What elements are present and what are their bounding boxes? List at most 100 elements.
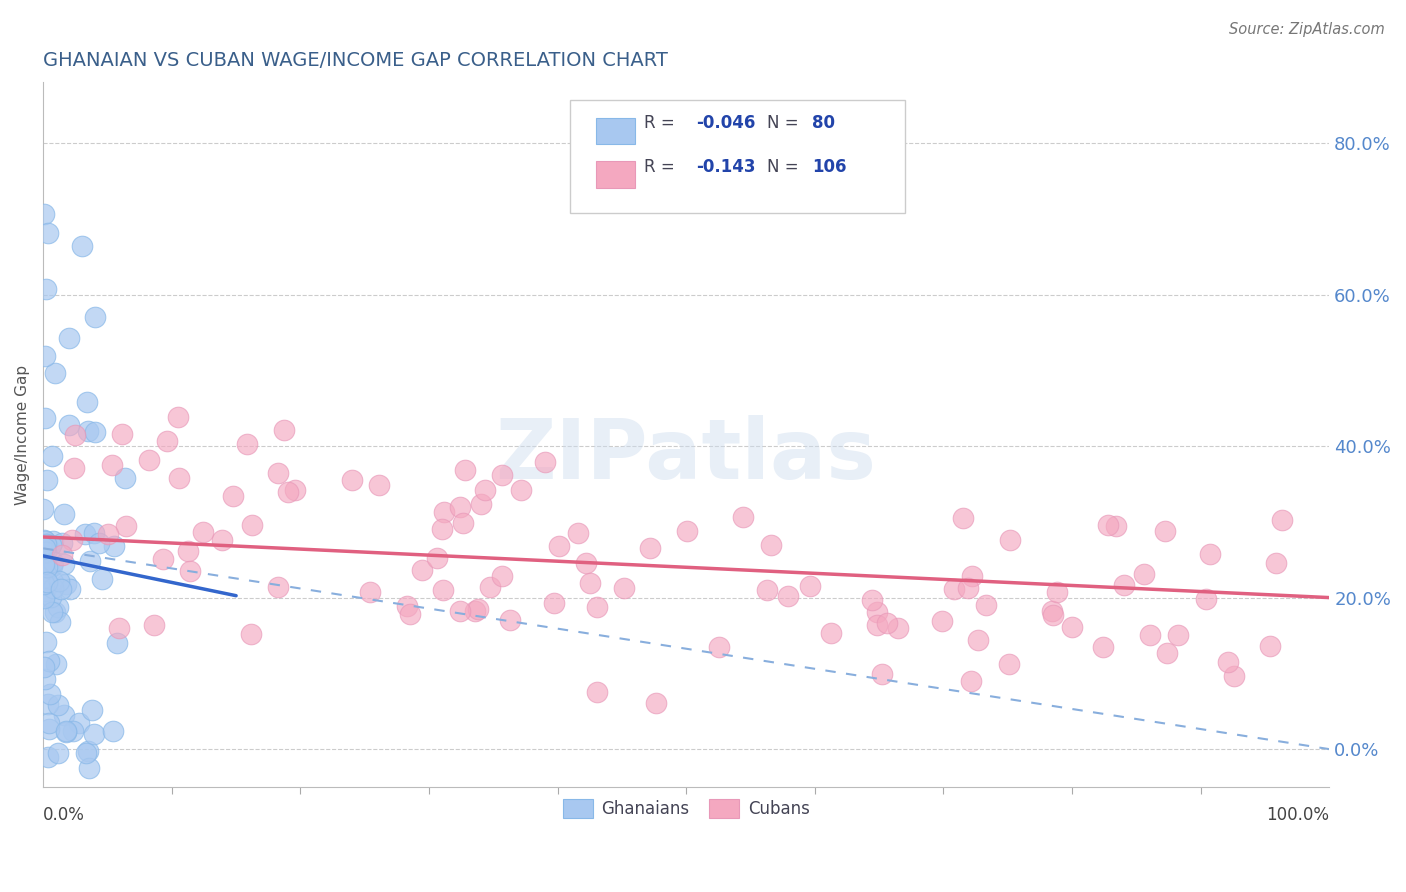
Point bbox=[453, 516, 475, 531]
Point bbox=[931, 614, 953, 628]
Point bbox=[58, 418, 80, 433]
Point bbox=[450, 604, 472, 618]
Point bbox=[83, 727, 105, 741]
Point bbox=[97, 527, 120, 541]
Point bbox=[1105, 519, 1128, 533]
Point bbox=[41, 605, 63, 619]
Point bbox=[83, 526, 105, 541]
Point bbox=[1091, 640, 1114, 654]
Point bbox=[870, 667, 893, 681]
Point bbox=[32, 207, 55, 221]
Point bbox=[974, 598, 997, 612]
Point bbox=[143, 617, 166, 632]
Point bbox=[586, 685, 609, 699]
Point bbox=[44, 366, 66, 380]
Point bbox=[32, 558, 55, 572]
Point bbox=[575, 556, 598, 570]
Point bbox=[34, 411, 56, 425]
Point bbox=[76, 744, 98, 758]
Point bbox=[579, 575, 602, 590]
Point bbox=[547, 539, 569, 553]
Point bbox=[167, 470, 190, 484]
Point bbox=[1199, 547, 1222, 561]
Point bbox=[84, 310, 107, 325]
Point bbox=[91, 572, 114, 586]
Point bbox=[676, 524, 699, 538]
Point bbox=[273, 423, 295, 437]
Point bbox=[34, 349, 56, 363]
Point bbox=[73, 527, 96, 541]
FancyBboxPatch shape bbox=[571, 100, 905, 212]
Point bbox=[55, 725, 77, 739]
Text: N =: N = bbox=[768, 114, 804, 132]
Point bbox=[46, 698, 69, 712]
Point bbox=[432, 583, 454, 598]
Point bbox=[510, 483, 533, 498]
Point bbox=[108, 620, 131, 634]
Point bbox=[111, 427, 134, 442]
Point bbox=[433, 505, 456, 519]
Point bbox=[1133, 566, 1156, 581]
Text: N =: N = bbox=[768, 158, 804, 176]
Point bbox=[103, 539, 125, 553]
Point bbox=[42, 555, 65, 569]
Point bbox=[998, 533, 1021, 547]
Point bbox=[1114, 577, 1136, 591]
Point bbox=[191, 524, 214, 539]
Point bbox=[474, 483, 496, 498]
Point bbox=[49, 615, 72, 630]
Point bbox=[37, 226, 59, 240]
Point bbox=[46, 747, 69, 761]
Point bbox=[179, 564, 201, 578]
Point bbox=[613, 581, 636, 595]
Text: 106: 106 bbox=[813, 158, 846, 176]
Point bbox=[32, 559, 55, 574]
Point bbox=[55, 723, 77, 738]
Point bbox=[1195, 591, 1218, 606]
Point bbox=[138, 452, 160, 467]
Point bbox=[167, 409, 190, 424]
Text: Source: ZipAtlas.com: Source: ZipAtlas.com bbox=[1229, 22, 1385, 37]
Point bbox=[340, 473, 363, 487]
Point bbox=[76, 425, 98, 439]
Point bbox=[155, 434, 177, 449]
Point bbox=[42, 534, 65, 549]
Point bbox=[79, 553, 101, 567]
Point bbox=[52, 557, 75, 571]
Point bbox=[454, 463, 477, 477]
Point bbox=[101, 458, 124, 472]
Point bbox=[176, 544, 198, 558]
Point bbox=[464, 605, 486, 619]
Point bbox=[239, 626, 262, 640]
Point bbox=[38, 560, 60, 574]
Point bbox=[63, 428, 86, 442]
Point bbox=[34, 583, 56, 598]
Point bbox=[467, 602, 489, 616]
Point bbox=[1040, 604, 1063, 618]
Point bbox=[235, 437, 257, 451]
Point bbox=[1156, 646, 1178, 660]
Point bbox=[645, 696, 668, 710]
Point bbox=[966, 633, 988, 648]
Point bbox=[820, 626, 842, 640]
Point bbox=[45, 657, 67, 671]
Point bbox=[997, 657, 1019, 671]
Point bbox=[943, 582, 966, 597]
Point bbox=[58, 331, 80, 345]
Point bbox=[35, 283, 58, 297]
Point bbox=[491, 467, 513, 482]
Point bbox=[32, 590, 55, 604]
Point bbox=[267, 466, 290, 480]
Point bbox=[242, 517, 264, 532]
Point bbox=[46, 600, 69, 615]
Point bbox=[75, 747, 97, 761]
Point bbox=[211, 533, 233, 548]
Text: ZIPatlas: ZIPatlas bbox=[496, 416, 877, 496]
Point bbox=[1265, 556, 1288, 570]
Point bbox=[103, 723, 125, 738]
Point bbox=[1153, 524, 1175, 539]
Point bbox=[756, 583, 779, 598]
FancyBboxPatch shape bbox=[596, 161, 634, 188]
Point bbox=[114, 471, 136, 485]
Point bbox=[39, 591, 62, 605]
